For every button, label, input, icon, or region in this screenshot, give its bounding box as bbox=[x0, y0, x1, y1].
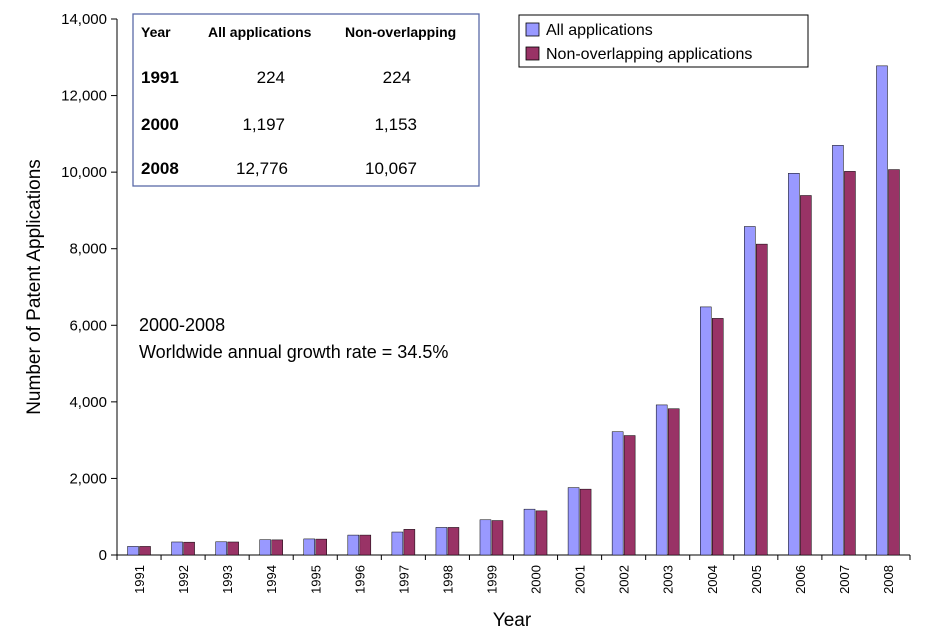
bar-non-overlapping bbox=[888, 169, 900, 556]
x-tick-label: 1997 bbox=[396, 565, 411, 594]
bar-non-overlapping bbox=[712, 318, 724, 556]
inset-header-nonoverlap: Non-overlapping bbox=[345, 24, 456, 40]
bar-all-applications bbox=[127, 546, 139, 556]
x-tick-label: 1994 bbox=[264, 565, 279, 594]
bar-non-overlapping bbox=[315, 538, 327, 556]
bar-all-applications bbox=[479, 519, 492, 556]
y-tick-label: 4,000 bbox=[69, 394, 107, 411]
x-tick-label: 1991 bbox=[132, 565, 147, 594]
inset-row-nonoverlap: 1,153 bbox=[374, 115, 417, 134]
bar-non-overlapping bbox=[447, 527, 460, 556]
bar-non-overlapping bbox=[227, 541, 239, 556]
x-tick-label: 2001 bbox=[573, 565, 588, 594]
bar-non-overlapping bbox=[667, 408, 680, 556]
bar-all-applications bbox=[347, 534, 360, 556]
bar-all-applications bbox=[391, 531, 404, 556]
inset-row-nonoverlap: 10,067 bbox=[365, 159, 417, 178]
bar-all-applications bbox=[788, 173, 800, 556]
legend-swatch-all-applications bbox=[525, 22, 540, 37]
bar-non-overlapping bbox=[579, 488, 592, 556]
x-tick-label: 1998 bbox=[440, 565, 455, 594]
bar-non-overlapping bbox=[491, 520, 504, 556]
y-tick-label: 2,000 bbox=[69, 470, 107, 487]
bar-non-overlapping bbox=[756, 243, 768, 556]
bar-non-overlapping bbox=[535, 510, 548, 556]
bar-all-applications bbox=[832, 145, 844, 556]
bar-all-applications bbox=[567, 487, 580, 556]
bar-non-overlapping bbox=[183, 541, 195, 556]
x-ticks: 1991 1992 1993 1994 1995 1996 1997 1998 1999 2000… bbox=[116, 555, 911, 594]
inset-row-all: 12,776 bbox=[236, 159, 288, 178]
y-tick-label: 10,000 bbox=[61, 164, 107, 181]
y-tick-label: 6,000 bbox=[69, 317, 107, 334]
legend-label-non-overlapping: Non-overlapping applications bbox=[546, 46, 752, 63]
legend-border bbox=[518, 14, 809, 68]
x-tick-label: 2003 bbox=[661, 565, 676, 594]
y-ticks: 0 2,000 4,000 6,000 8,000 10,000 12,000 14,000 bbox=[61, 11, 117, 564]
y-tick-label: 12,000 bbox=[61, 88, 107, 105]
bar-all-applications bbox=[700, 306, 712, 556]
bar-non-overlapping bbox=[800, 195, 812, 556]
x-tick-label: 2002 bbox=[617, 565, 632, 594]
bars bbox=[127, 65, 900, 556]
x-tick-label: 2008 bbox=[881, 565, 896, 594]
inset-row-year: 2008 bbox=[141, 159, 179, 178]
inset-table-border bbox=[132, 13, 480, 187]
legend-swatch-non-overlapping bbox=[525, 46, 540, 61]
bar-non-overlapping bbox=[623, 435, 636, 556]
bar-all-applications bbox=[876, 65, 888, 556]
x-tick-label: 2006 bbox=[793, 565, 808, 594]
bar-all-applications bbox=[611, 431, 624, 556]
annotation-period: 2000-2008 bbox=[139, 315, 225, 335]
legend: All applications Non-overlapping applica… bbox=[518, 14, 809, 68]
inset-row-nonoverlap: 224 bbox=[383, 68, 411, 87]
x-tick-label: 1995 bbox=[308, 565, 323, 594]
inset-table: Year All applications Non-overlapping 19… bbox=[132, 13, 480, 187]
inset-row-all: 1,197 bbox=[242, 115, 285, 134]
bar-all-applications bbox=[744, 226, 756, 556]
x-tick-label: 1996 bbox=[352, 565, 367, 594]
bar-all-applications bbox=[655, 404, 668, 556]
inset-row-year: 2000 bbox=[141, 115, 179, 134]
bar-non-overlapping bbox=[844, 171, 856, 556]
x-tick-label: 2000 bbox=[529, 565, 544, 594]
inset-row-all: 224 bbox=[257, 68, 285, 87]
bar-non-overlapping bbox=[271, 539, 283, 556]
x-tick-label: 1999 bbox=[484, 565, 499, 594]
bar-all-applications bbox=[303, 538, 315, 556]
inset-header-all: All applications bbox=[208, 24, 312, 40]
x-tick-label: 1993 bbox=[220, 565, 235, 594]
bar-all-applications bbox=[435, 527, 448, 556]
bar-all-applications bbox=[171, 541, 183, 556]
y-tick-label: 8,000 bbox=[69, 241, 107, 258]
inset-row-year: 1991 bbox=[141, 68, 179, 87]
bar-non-overlapping bbox=[359, 534, 372, 556]
bar-all-applications bbox=[259, 539, 271, 556]
x-axis-title: Year bbox=[493, 610, 532, 631]
legend-label-all-applications: All applications bbox=[546, 22, 653, 39]
y-axis-title: Number of Patent Applications bbox=[24, 159, 45, 415]
bar-non-overlapping bbox=[403, 529, 416, 556]
x-tick-label: 2007 bbox=[837, 565, 852, 594]
bar-all-applications bbox=[523, 508, 536, 556]
x-tick-label: 1992 bbox=[176, 565, 191, 594]
bar-non-overlapping bbox=[139, 546, 151, 556]
y-tick-label: 14,000 bbox=[61, 11, 107, 28]
annotation-growth-rate: Worldwide annual growth rate = 34.5% bbox=[139, 342, 448, 362]
inset-header-year: Year bbox=[141, 24, 171, 40]
y-tick-label: 0 bbox=[99, 547, 107, 564]
x-tick-label: 2004 bbox=[705, 565, 720, 594]
x-tick-label: 2005 bbox=[749, 565, 764, 594]
bar-all-applications bbox=[215, 541, 227, 556]
